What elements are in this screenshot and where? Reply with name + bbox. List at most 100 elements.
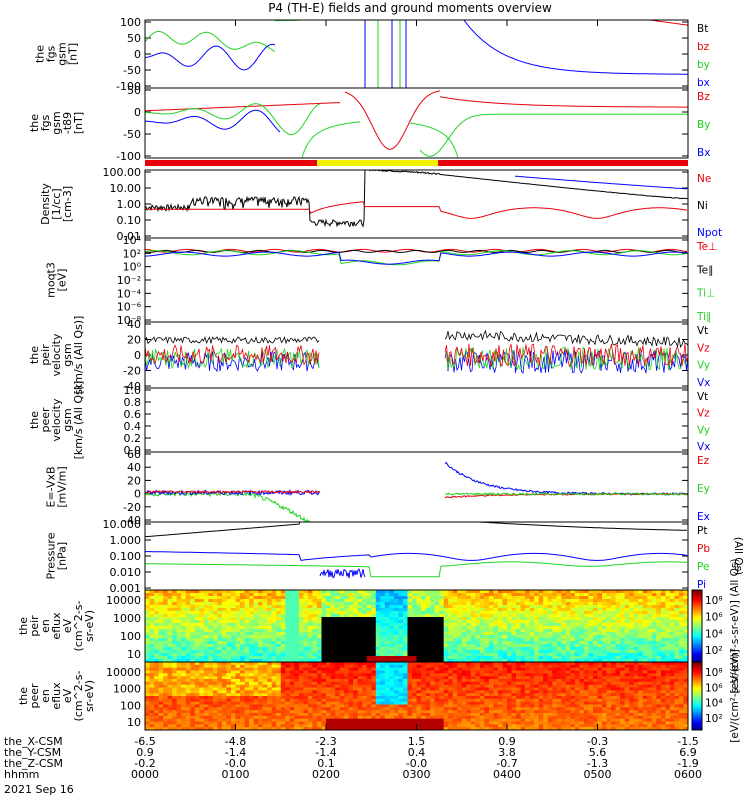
heatmap-cell	[322, 673, 327, 676]
heatmap-cell	[557, 620, 562, 624]
heatmap-cell	[398, 699, 403, 702]
heatmap-cell	[444, 593, 449, 597]
heatmap-cell	[362, 602, 367, 606]
heatmap-cell	[679, 653, 684, 657]
heatmap-cell	[534, 641, 539, 645]
heatmap-cell	[457, 650, 462, 654]
heatmap-cell	[163, 656, 168, 660]
heatmap-cell	[308, 650, 313, 654]
heatmap-cell	[199, 653, 204, 657]
heatmap-cell	[249, 724, 254, 727]
heatmap-cell	[208, 656, 213, 660]
heatmap-cell	[258, 611, 263, 615]
heatmap-cell	[548, 647, 553, 651]
heatmap-cell	[466, 716, 471, 719]
heatmap-cell	[290, 590, 295, 594]
ytick-label: 60	[127, 448, 141, 461]
heatmap-cell	[276, 599, 281, 603]
heatmap-cell	[240, 724, 245, 727]
heatmap-cell	[652, 647, 657, 651]
heatmap-cell	[661, 656, 666, 660]
heatmap-cell	[539, 611, 544, 615]
heatmap-cell	[208, 608, 213, 612]
heatmap-cell	[312, 617, 317, 621]
heatmap-cell	[290, 724, 295, 727]
heatmap-cell	[534, 614, 539, 618]
heatmap-cell	[358, 629, 363, 633]
heatmap-cell	[462, 605, 467, 609]
heatmap-cell	[258, 653, 263, 657]
heatmap-cell	[598, 623, 603, 627]
heatmap-cell	[236, 682, 241, 685]
heatmap-cell	[199, 614, 204, 618]
heatmap-cell	[430, 593, 435, 597]
heatmap-cell	[498, 590, 503, 594]
heatmap-cell	[611, 617, 616, 621]
heatmap-cell	[222, 650, 227, 654]
heatmap-cell	[154, 590, 159, 594]
heatmap-cell	[665, 623, 670, 627]
heatmap-cell	[267, 632, 272, 636]
heatmap-cell	[177, 673, 182, 676]
heatmap-cell	[584, 590, 589, 594]
heatmap-cell	[643, 605, 648, 609]
heatmap-cell	[367, 620, 372, 624]
heatmap-cell	[466, 724, 471, 727]
heatmap-cell	[353, 617, 358, 621]
heatmap-cell	[457, 635, 462, 639]
heatmap-cell	[507, 596, 512, 600]
heatmap-cell	[543, 620, 548, 624]
heatmap-cell	[634, 590, 639, 594]
heatmap-cell	[362, 707, 367, 710]
heatmap-cell	[312, 629, 317, 633]
heatmap-cell	[602, 644, 607, 648]
heatmap-cell	[408, 629, 413, 633]
heatmap-cell	[294, 635, 299, 639]
heatmap-cell	[222, 593, 227, 597]
legend-entry: Bt	[697, 23, 708, 35]
heatmap-cell	[226, 632, 231, 636]
heatmap-cell	[643, 632, 648, 636]
heatmap-cell	[589, 593, 594, 597]
heatmap-cell	[290, 635, 295, 639]
heatmap-cell	[186, 707, 191, 710]
heatmap-cell	[493, 620, 498, 624]
heatmap-cell	[589, 632, 594, 636]
heatmap-cell	[349, 620, 354, 624]
heatmap-cell	[661, 653, 666, 657]
heatmap-cell	[503, 605, 508, 609]
heatmap-cell	[398, 644, 403, 648]
heatmap-cell	[457, 620, 462, 624]
heatmap-cell	[634, 629, 639, 633]
heatmap-cell	[575, 614, 580, 618]
heatmap-cell	[240, 605, 245, 609]
heatmap-cell	[317, 644, 322, 648]
heatmap-cell	[484, 629, 489, 633]
heatmap-cell	[344, 653, 349, 657]
heatmap-cell	[557, 635, 562, 639]
heatmap-cell	[584, 593, 589, 597]
heatmap-cell	[548, 620, 553, 624]
heatmap-cell	[398, 593, 403, 597]
heatmap-cell	[589, 611, 594, 615]
heatmap-cell	[245, 626, 250, 630]
heatmap-cell	[484, 593, 489, 597]
panel-frame	[145, 20, 688, 88]
heatmap-cell	[385, 673, 390, 676]
heatmap-cell	[380, 611, 385, 615]
heatmap-cell	[267, 626, 272, 630]
heatmap-cell	[430, 644, 435, 648]
heatmap-cell	[312, 699, 317, 702]
heatmap-cell	[430, 690, 435, 693]
heatmap-cell	[530, 641, 535, 645]
heatmap-cell	[236, 724, 241, 727]
heatmap-cell	[629, 599, 634, 603]
heatmap-cell	[371, 656, 376, 660]
heatmap-cell	[150, 641, 155, 645]
heatmap-cell	[317, 593, 322, 597]
heatmap-cell	[670, 638, 675, 642]
heatmap-cell	[231, 673, 236, 676]
heatmap-cell	[376, 611, 381, 615]
heatmap-cell	[611, 632, 616, 636]
heatmap-cell	[353, 632, 358, 636]
